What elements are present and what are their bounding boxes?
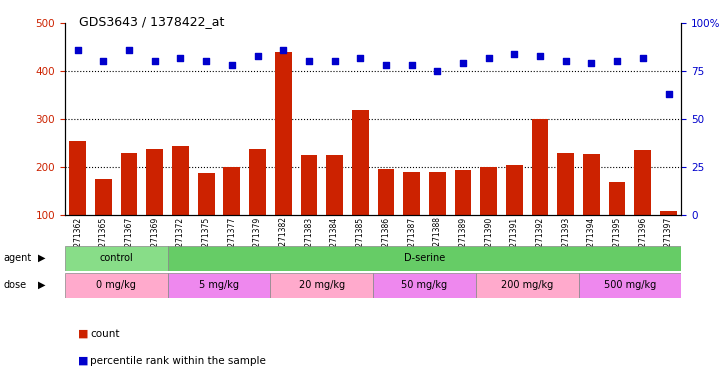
Bar xyxy=(506,165,523,215)
Bar xyxy=(172,146,189,215)
Text: ■: ■ xyxy=(78,329,89,339)
Point xyxy=(406,62,417,68)
Point xyxy=(123,47,135,53)
Point xyxy=(72,47,84,53)
Bar xyxy=(476,273,578,298)
Point xyxy=(585,60,597,66)
Bar xyxy=(378,169,394,215)
Bar xyxy=(301,155,317,215)
Bar xyxy=(352,111,368,215)
Text: control: control xyxy=(99,253,133,263)
Point xyxy=(149,58,161,65)
Point xyxy=(637,55,649,61)
Bar xyxy=(65,273,167,298)
Bar xyxy=(69,141,86,215)
Text: GDS3643 / 1378422_at: GDS3643 / 1378422_at xyxy=(79,15,225,28)
Bar xyxy=(146,149,163,215)
Bar xyxy=(249,149,266,215)
Bar xyxy=(634,150,651,215)
Bar xyxy=(224,167,240,215)
Point xyxy=(457,60,469,66)
Bar xyxy=(578,273,681,298)
Bar xyxy=(373,273,476,298)
Text: D-serine: D-serine xyxy=(404,253,445,263)
Bar xyxy=(326,155,343,215)
Text: ■: ■ xyxy=(78,356,89,366)
Point xyxy=(380,62,392,68)
Point xyxy=(560,58,572,65)
Bar xyxy=(275,52,291,215)
Bar xyxy=(455,170,472,215)
Bar xyxy=(557,152,574,215)
Text: percentile rank within the sample: percentile rank within the sample xyxy=(90,356,266,366)
Bar xyxy=(65,246,167,271)
Bar xyxy=(167,273,270,298)
Point xyxy=(663,91,674,97)
Bar xyxy=(480,167,497,215)
Point xyxy=(226,62,238,68)
Point xyxy=(278,47,289,53)
Bar xyxy=(198,173,215,215)
Bar xyxy=(403,172,420,215)
Bar xyxy=(609,182,626,215)
Text: 200 mg/kg: 200 mg/kg xyxy=(501,280,553,290)
Point xyxy=(508,51,520,57)
Bar xyxy=(120,152,138,215)
Point xyxy=(200,58,212,65)
Point xyxy=(174,55,186,61)
Text: agent: agent xyxy=(4,253,32,263)
Bar xyxy=(583,154,600,215)
Bar xyxy=(531,119,549,215)
Bar xyxy=(95,179,112,215)
Text: dose: dose xyxy=(4,280,27,290)
Text: 50 mg/kg: 50 mg/kg xyxy=(402,280,448,290)
Point xyxy=(355,55,366,61)
Text: 20 mg/kg: 20 mg/kg xyxy=(298,280,345,290)
Point xyxy=(432,68,443,74)
Text: 0 mg/kg: 0 mg/kg xyxy=(97,280,136,290)
Point xyxy=(329,58,340,65)
Text: ▶: ▶ xyxy=(37,280,45,290)
Point xyxy=(534,53,546,59)
Point xyxy=(303,58,314,65)
Bar xyxy=(429,172,446,215)
Point xyxy=(97,58,109,65)
Bar xyxy=(660,211,677,215)
Text: 5 mg/kg: 5 mg/kg xyxy=(199,280,239,290)
Text: 500 mg/kg: 500 mg/kg xyxy=(604,280,656,290)
Point xyxy=(483,55,495,61)
Point xyxy=(611,58,623,65)
Point xyxy=(252,53,263,59)
Bar xyxy=(270,273,373,298)
Text: count: count xyxy=(90,329,120,339)
Bar xyxy=(167,246,681,271)
Text: ▶: ▶ xyxy=(37,253,45,263)
